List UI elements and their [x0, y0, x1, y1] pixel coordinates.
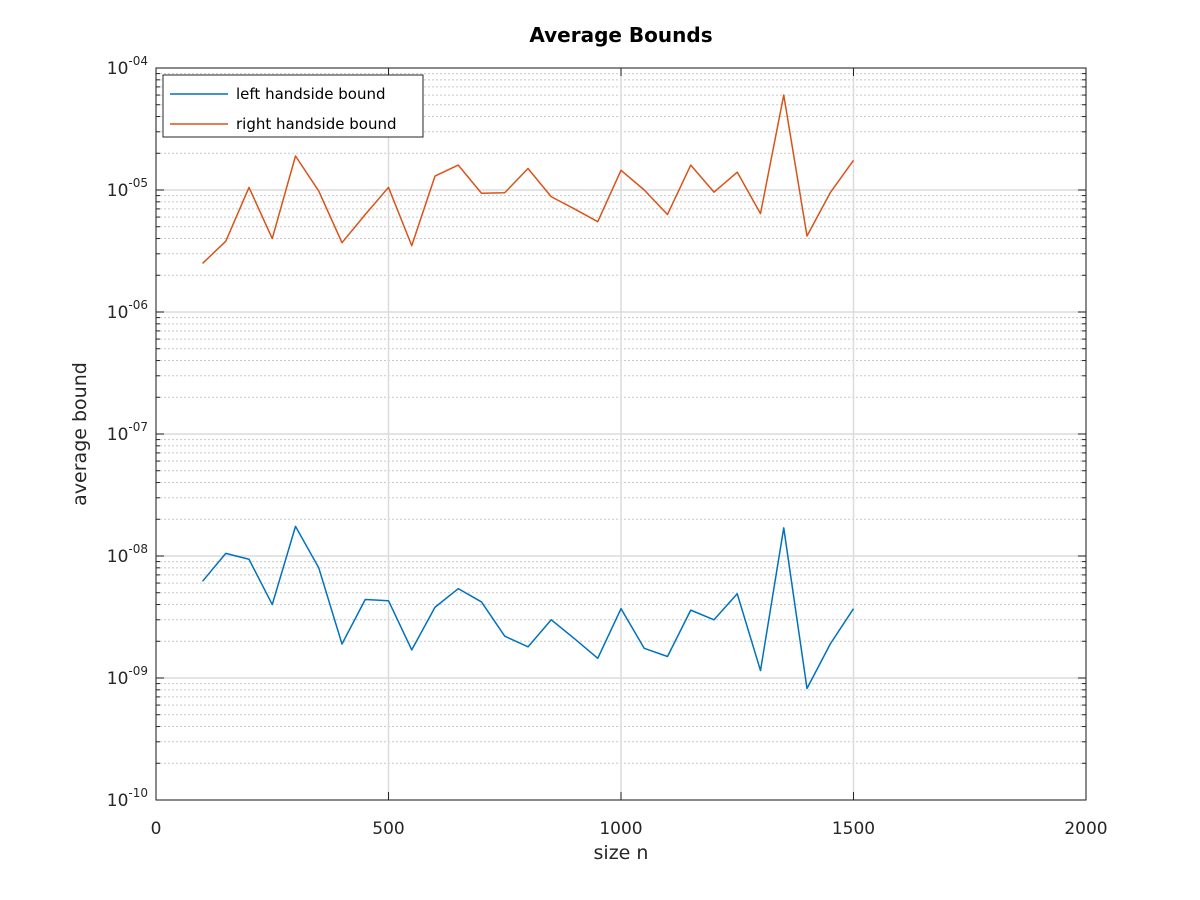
y-tick-label: 10-04	[107, 54, 148, 79]
x-tick-label: 1000	[599, 819, 642, 839]
legend-label-right-handside-bound: right handside bound	[236, 115, 396, 133]
legend-label-left-handside-bound: left handside bound	[236, 85, 386, 103]
y-tick-label: 10-09	[107, 664, 148, 689]
grid	[155, 67, 1087, 801]
axis-ticks: 10-04 10-05 10-06 10-07 10-08 10-09 10-100 500 1…	[107, 54, 1108, 839]
y-tick-label: 10-05	[107, 176, 148, 201]
series-layer	[201, 94, 855, 690]
series-line-right-handside-bound	[201, 94, 855, 264]
series-line-left-handside-bound	[201, 525, 855, 690]
legend: left handside bound right handside bound	[162, 74, 424, 138]
x-tick-label: 0	[151, 819, 162, 839]
y-tick-label: 10-07	[107, 420, 148, 445]
x-axis-label: size n	[594, 842, 649, 864]
x-tick-label: 2000	[1064, 819, 1107, 839]
y-tick-label: 10-08	[107, 542, 148, 567]
x-tick-label: 500	[372, 819, 404, 839]
y-tick-label: 10-10	[107, 786, 148, 811]
legend-box	[162, 74, 424, 138]
chart-title: Average Bounds	[529, 23, 712, 47]
y-tick-label: 10-06	[107, 298, 148, 323]
x-tick-label: 1500	[832, 819, 875, 839]
y-axis-label: average bound	[69, 362, 91, 506]
